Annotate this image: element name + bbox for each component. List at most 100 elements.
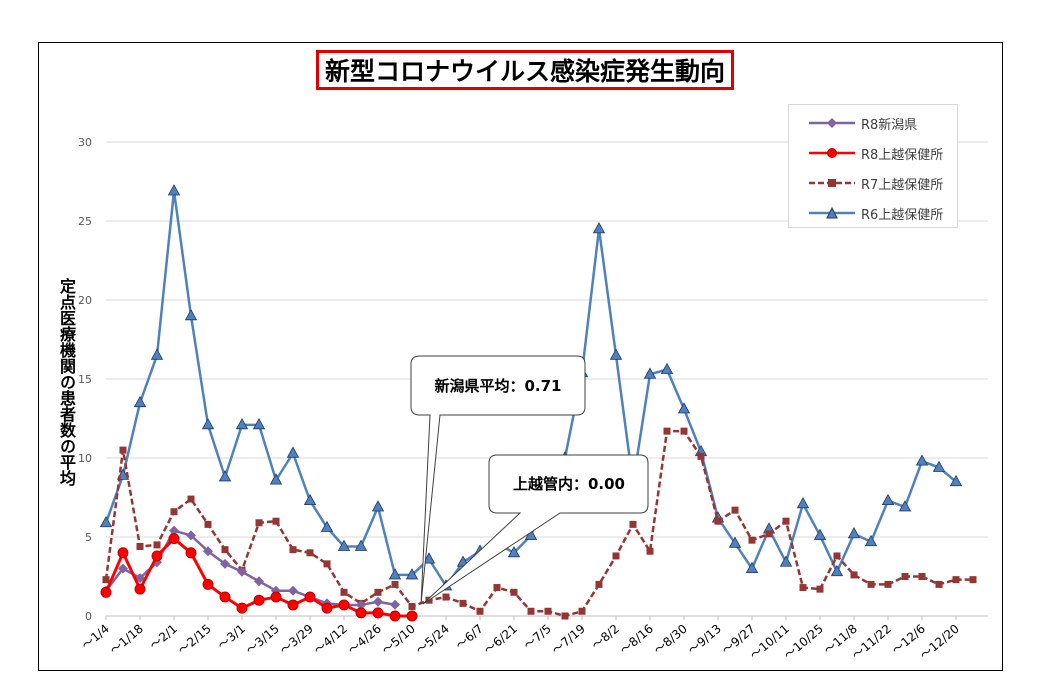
y-tick-label: 25 bbox=[78, 215, 92, 228]
data-point bbox=[643, 367, 657, 379]
data-point bbox=[306, 549, 314, 557]
data-point bbox=[779, 555, 793, 567]
y-tick-label: 0 bbox=[85, 610, 92, 623]
series-line bbox=[104, 429, 973, 618]
callout-niigata bbox=[410, 355, 586, 605]
x-tick-label: ～4/26 bbox=[345, 622, 384, 658]
legend-label: R6上越保健所 bbox=[861, 207, 944, 223]
data-point bbox=[612, 552, 620, 560]
data-point bbox=[168, 533, 180, 545]
x-tick-label: ～4/12 bbox=[311, 622, 350, 658]
data-point bbox=[150, 348, 164, 360]
data-point bbox=[476, 607, 484, 615]
data-point bbox=[561, 612, 569, 620]
data-point bbox=[391, 580, 399, 588]
data-point bbox=[340, 588, 348, 596]
data-point bbox=[507, 545, 521, 558]
x-tick-label: ～8/30 bbox=[651, 622, 690, 658]
data-point bbox=[389, 610, 401, 622]
data-point bbox=[527, 607, 535, 615]
data-point bbox=[185, 547, 197, 559]
data-point bbox=[287, 599, 299, 611]
callout-joetsu bbox=[422, 454, 649, 605]
data-point bbox=[660, 362, 674, 374]
data-point bbox=[221, 546, 229, 554]
x-tick-label: ～6/21 bbox=[481, 622, 520, 658]
data-point bbox=[355, 607, 367, 619]
data-point bbox=[153, 541, 161, 549]
data-point bbox=[204, 520, 212, 528]
data-point bbox=[850, 571, 858, 579]
data-point bbox=[151, 550, 163, 562]
data-point bbox=[269, 473, 283, 485]
data-point bbox=[949, 474, 963, 487]
data-point bbox=[235, 417, 249, 430]
data-point bbox=[646, 547, 654, 555]
data-point bbox=[935, 580, 943, 588]
data-point bbox=[202, 578, 214, 590]
data-point bbox=[901, 573, 909, 580]
chart-title: 新型コロナウイルス感染症発生動向 bbox=[324, 57, 725, 86]
data-point bbox=[864, 534, 878, 547]
data-point bbox=[252, 417, 266, 430]
data-point bbox=[680, 427, 688, 435]
data-point bbox=[731, 506, 739, 514]
data-point bbox=[100, 586, 112, 598]
data-point bbox=[220, 558, 230, 569]
data-point bbox=[186, 530, 196, 541]
x-tick-label: ～5/10 bbox=[379, 622, 418, 658]
x-tick-label: ～5/24 bbox=[413, 622, 452, 658]
data-point bbox=[201, 417, 215, 430]
data-point bbox=[254, 576, 264, 587]
data-point bbox=[796, 496, 810, 509]
data-point bbox=[629, 520, 637, 528]
data-point bbox=[323, 560, 331, 568]
data-point bbox=[119, 446, 127, 454]
data-point bbox=[354, 539, 368, 551]
data-point bbox=[272, 517, 280, 525]
data-point bbox=[289, 546, 297, 554]
data-point bbox=[187, 495, 195, 503]
data-point bbox=[952, 576, 960, 584]
data-point bbox=[219, 591, 231, 603]
data-point bbox=[867, 580, 875, 588]
data-point bbox=[237, 566, 247, 577]
data-point bbox=[136, 542, 144, 550]
data-point bbox=[765, 530, 773, 538]
data-point bbox=[253, 594, 265, 606]
x-tick-label: ～7/19 bbox=[549, 622, 588, 658]
x-tick-label: ～3/29 bbox=[277, 622, 316, 658]
data-point bbox=[609, 348, 623, 360]
data-point bbox=[133, 395, 147, 408]
data-point bbox=[286, 446, 300, 458]
data-point bbox=[745, 561, 759, 573]
data-point bbox=[337, 539, 351, 551]
data-point bbox=[405, 568, 419, 580]
data-point bbox=[544, 607, 552, 615]
legend-item-r7-joetsu: R7上越保健所 bbox=[809, 173, 943, 193]
data-point bbox=[117, 547, 129, 559]
data-point bbox=[592, 222, 606, 234]
data-point bbox=[493, 584, 501, 592]
data-point bbox=[372, 607, 384, 619]
data-point bbox=[374, 588, 382, 596]
data-point bbox=[170, 508, 178, 516]
x-tick-label: ～2/15 bbox=[175, 622, 214, 658]
data-point bbox=[847, 527, 861, 539]
legend: R8新潟県 R8上越保健所 R7上越保健所 R6上越保健所 bbox=[788, 104, 958, 228]
data-point bbox=[677, 402, 691, 414]
y-tick-label: 15 bbox=[78, 373, 92, 386]
y-tick-label: 10 bbox=[78, 452, 92, 465]
data-point bbox=[102, 576, 110, 584]
data-point bbox=[748, 536, 756, 544]
data-point bbox=[373, 596, 383, 607]
data-point bbox=[288, 585, 298, 596]
data-point bbox=[371, 500, 385, 512]
data-point bbox=[830, 564, 844, 577]
data-point bbox=[595, 580, 603, 588]
data-point bbox=[203, 546, 213, 557]
data-point bbox=[816, 585, 824, 593]
data-point bbox=[510, 588, 518, 596]
series-0 bbox=[101, 525, 400, 610]
data-point bbox=[134, 583, 146, 595]
